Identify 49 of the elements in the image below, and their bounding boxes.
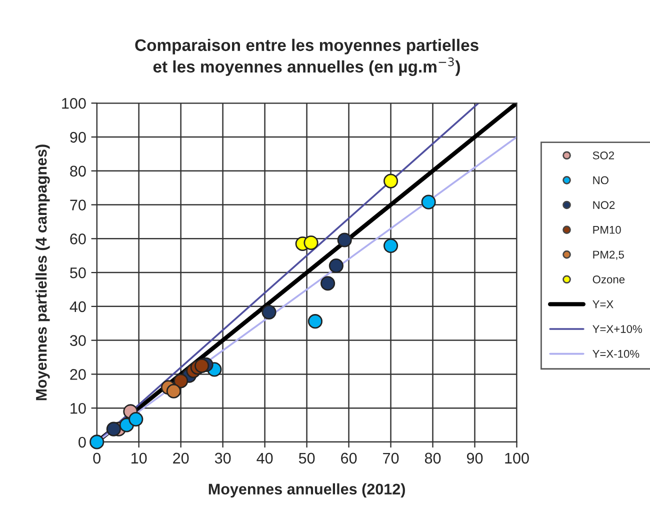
x-tick-label: 30 xyxy=(214,452,231,464)
chart-title: Comparaison entre les moyennes partielles et les moyennes annuelles (en µg.m$^{−3}$) xyxy=(135,38,478,76)
legend-label: Y=X xyxy=(592,300,614,308)
point xyxy=(90,434,104,450)
x-tick-label: 0 xyxy=(93,452,100,464)
point xyxy=(421,194,436,210)
y-axis-title: Moyennes partielles (4 campagnes) xyxy=(36,144,50,400)
y-tick-label: 90 xyxy=(70,132,86,143)
x-tick-label: 90 xyxy=(466,452,483,464)
point xyxy=(320,276,336,291)
y-tick-label: 30 xyxy=(70,335,86,346)
x-tick-label: 60 xyxy=(341,452,357,464)
point xyxy=(383,238,398,254)
y-tick-label: 100 xyxy=(62,98,86,109)
y-tick-label: 0 xyxy=(78,436,86,448)
point xyxy=(308,314,322,329)
y-tick-label: 10 xyxy=(70,402,86,414)
y-tick-label: 40 xyxy=(70,301,86,312)
x-tick-label: 70 xyxy=(383,452,399,464)
legend-label: NO2 xyxy=(593,201,615,209)
point xyxy=(304,235,318,250)
y-tick-label: 60 xyxy=(70,234,86,244)
point xyxy=(262,304,276,320)
x-axis-title: Moyennes annuelles (2012) xyxy=(208,483,405,498)
legend-label: Ozone xyxy=(592,276,625,284)
x-tick-label: 40 xyxy=(256,452,273,464)
x-tick-label: 50 xyxy=(298,452,315,464)
point xyxy=(383,174,398,188)
point xyxy=(337,232,352,248)
point xyxy=(166,384,181,398)
y-tick-label: 20 xyxy=(70,369,86,380)
legend-label: Y=X-10% xyxy=(592,350,640,358)
point xyxy=(328,258,344,274)
point xyxy=(128,412,144,427)
legend-label: Y=X+10% xyxy=(592,325,642,333)
y-tick-label: 50 xyxy=(70,267,86,278)
y-tick-label: 80 xyxy=(70,166,86,177)
legend-label: SO2 xyxy=(592,152,614,160)
x-tick-label: 10 xyxy=(132,452,147,464)
y-tick-label: 70 xyxy=(70,200,86,210)
point xyxy=(194,358,210,374)
point xyxy=(174,374,188,388)
x-tick-label: 80 xyxy=(424,452,441,464)
legend-label: NO xyxy=(593,176,608,184)
x-tick-label: 100 xyxy=(505,452,529,464)
legend-label: PM10 xyxy=(593,226,621,234)
x-tick-label: 20 xyxy=(173,452,189,464)
legend-label: PM2,5 xyxy=(593,250,624,260)
point xyxy=(106,422,121,436)
